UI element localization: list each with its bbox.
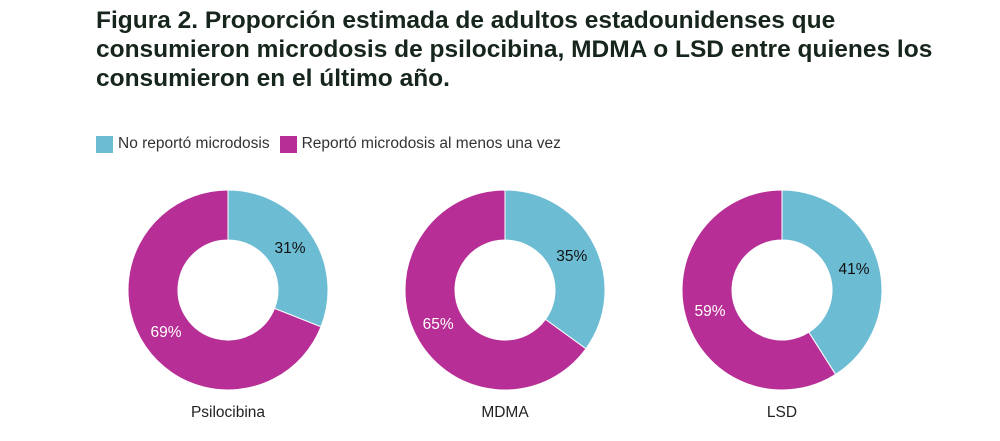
donut-category-label: LSD (767, 404, 797, 421)
slice-label: 59% (694, 303, 725, 320)
donut-slice (681, 189, 837, 391)
legend-label: Reportó microdosis al menos una vez (301, 135, 561, 152)
legend-item-microdose: Reportó microdosis al menos una vez (279, 135, 561, 153)
donut-slice (227, 189, 329, 328)
slice-label: 31% (275, 240, 306, 257)
legend: No reportó microdosis Reportó microdosis… (96, 135, 571, 153)
legend-swatch (279, 135, 297, 153)
donut-slice (781, 189, 883, 376)
donut-category-label: MDMA (481, 404, 529, 421)
donut-slice (404, 189, 587, 391)
slice-label: 69% (150, 324, 181, 341)
donut-slice (504, 189, 606, 350)
slice-label: 65% (423, 316, 454, 333)
slice-label: 41% (839, 261, 870, 278)
legend-swatch (96, 135, 113, 153)
legend-item-no-microdose: No reportó microdosis (96, 135, 270, 153)
donut-psilocibina: 31% 69% Psilocibina (127, 189, 329, 421)
slice-label: 35% (556, 248, 587, 265)
legend-label: No reportó microdosis (118, 135, 270, 152)
donut-lsd: 41% 59% LSD (681, 189, 883, 421)
donut-mdma: 35% 65% MDMA (404, 189, 606, 421)
donut-slice (127, 189, 322, 391)
donut-category-label: Psilocibina (191, 404, 265, 421)
chart-title: Figura 2. Proporción estimada de adultos… (96, 7, 933, 92)
